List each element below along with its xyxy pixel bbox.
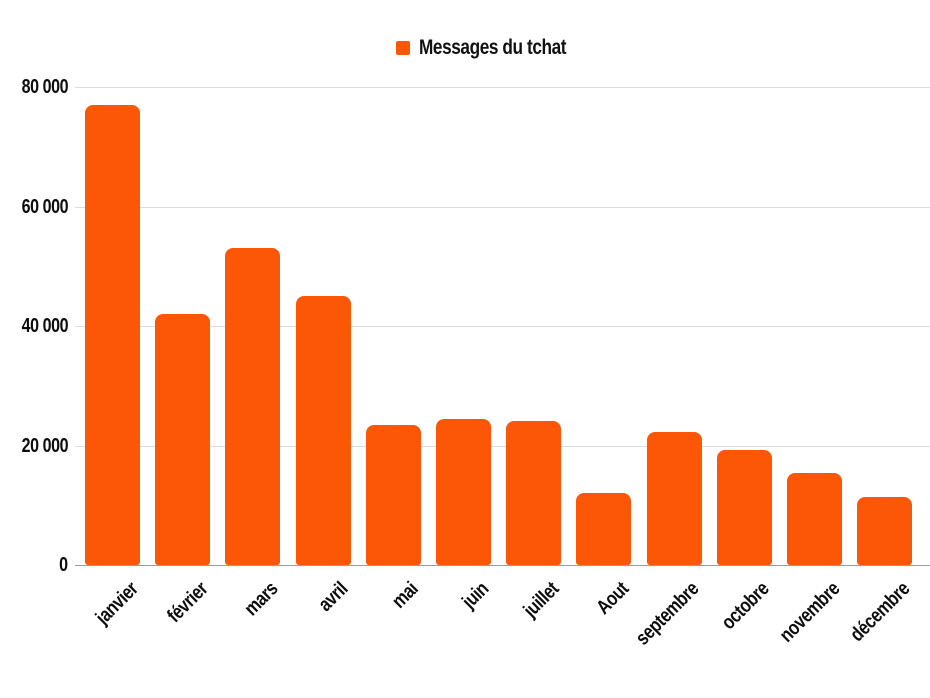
y-tick-label: 60 000: [21, 195, 68, 218]
bar-décembre: [857, 497, 913, 565]
bar-juin: [436, 419, 491, 565]
bar-février: [155, 314, 211, 565]
bar-septembre: [646, 432, 702, 565]
x-tick-label-novembre: novembre: [775, 578, 845, 647]
y-tick-label: 20 000: [21, 434, 68, 457]
gridline: [75, 445, 930, 447]
legend: Messages du tchat: [396, 36, 598, 60]
gridline: [75, 87, 930, 88]
bar-mai: [365, 425, 421, 565]
legend-series-label: Messages du tchat: [419, 36, 567, 59]
x-tick-label-septembre: septembre: [632, 578, 704, 650]
bar-octobre: [716, 450, 772, 565]
bar-Aout: [576, 493, 632, 565]
gridline: [75, 326, 930, 327]
x-tick-label-juillet: juillet: [519, 578, 564, 622]
bar-novembre: [787, 472, 842, 565]
x-tick-label-février: février: [163, 578, 213, 627]
gridline: [75, 206, 930, 208]
x-axis-line: [75, 565, 930, 566]
y-tick-label: 40 000: [21, 315, 68, 337]
x-tick-label-Aout: Aout: [592, 578, 634, 619]
bar-avril: [295, 296, 351, 565]
bar-juillet: [506, 421, 562, 565]
y-tick-label: 80 000: [21, 76, 68, 98]
bar-mars: [225, 248, 281, 565]
x-tick-label-avril: avril: [314, 578, 353, 616]
x-tick-label-mars: mars: [240, 578, 283, 621]
x-tick-label-janvier: janvier: [91, 578, 143, 629]
legend-marker-icon: [396, 41, 410, 55]
x-tick-label-décembre: décembre: [846, 578, 915, 647]
bar-janvier: [85, 104, 140, 565]
y-tick-label: 0: [59, 554, 69, 576]
x-tick-label-octobre: octobre: [717, 578, 774, 635]
x-tick-label-juin: juin: [458, 578, 494, 614]
x-tick-label-mai: mai: [388, 578, 423, 613]
